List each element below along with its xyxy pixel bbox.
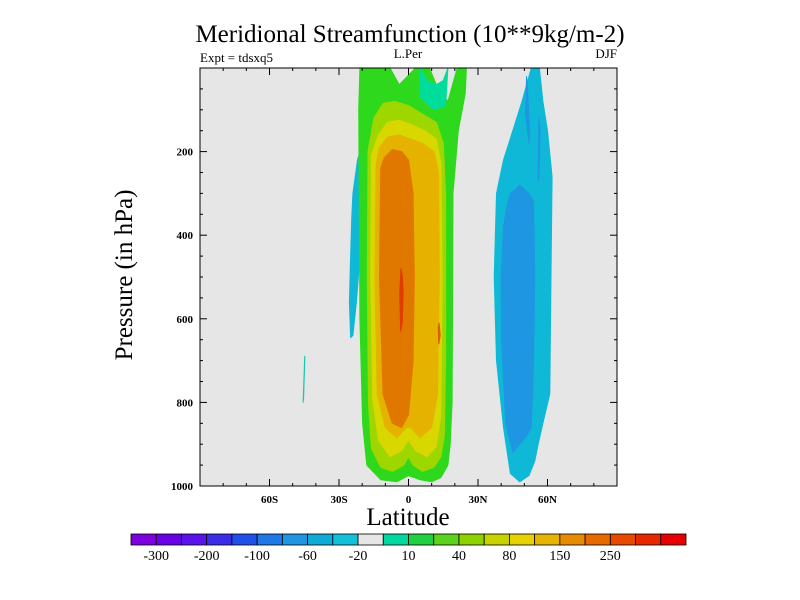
colorbar-tick-label: -300 (143, 549, 169, 564)
colorbar-tick-label: 10 (402, 549, 416, 564)
colorbar-tick-label: -200 (194, 549, 220, 564)
x-tick-label: 60S (261, 494, 278, 506)
colorbar-swatch (609, 533, 636, 546)
colorbar-tick-label: 80 (502, 549, 516, 564)
x-tick-label: 30N (469, 494, 488, 506)
colorbar-swatch (357, 533, 384, 546)
colorbar-tick-label: -20 (349, 549, 368, 564)
plot-axes: 60S 30S 0 30N 60N 200 400 600 800 1000 (171, 67, 618, 506)
plot-fill-layer (200, 68, 617, 486)
y-tick-label: 600 (177, 314, 194, 326)
experiment-label: Expt = tdsxq5 (200, 50, 273, 65)
colorbar-swatch (382, 533, 409, 546)
contour-red-core (399, 268, 404, 332)
colorbar-swatch (332, 533, 359, 546)
contour-blue-nh-inner (500, 184, 536, 454)
colorbar-swatch (584, 533, 611, 546)
colorbar-tick-label: 150 (549, 549, 570, 564)
x-tick-label: 30S (330, 494, 347, 506)
colorbar-swatch (509, 533, 536, 546)
colorbar-swatch (660, 533, 687, 546)
colorbar-swatch (534, 533, 561, 546)
contour-orange (379, 149, 415, 428)
colorbar-tick-label: -100 (244, 549, 270, 564)
colorbar-swatch (256, 533, 283, 546)
season-label: DJF (595, 46, 617, 61)
y-tick-label: 200 (177, 147, 194, 159)
colorbar-swatch (181, 533, 208, 546)
colorbar-swatch (433, 533, 460, 546)
x-tick-label: 60N (538, 494, 557, 506)
colorbar: -300 -200 -100 -60 -20 10 40 80 150 250 (130, 533, 687, 564)
y-tick-label: 800 (177, 397, 194, 409)
colorbar-swatch (130, 533, 157, 546)
colorbar-swatch (559, 533, 586, 546)
colorbar-swatch (483, 533, 510, 546)
y-tick-label: 400 (177, 230, 194, 242)
colorbar-swatch (635, 533, 662, 546)
y-tick-label: 1000 (171, 481, 194, 493)
colorbar-tick-label: 40 (452, 549, 466, 564)
contour-blue-nh-streak (525, 75, 531, 144)
colorbar-swatch (231, 533, 258, 546)
x-tick-label: 0 (406, 494, 412, 506)
colorbar-swatch (307, 533, 334, 546)
y-axis-label: Pressure (in hPa) (111, 190, 138, 361)
x-axis-label: Latitude (366, 504, 449, 531)
contour-teal-top (419, 68, 449, 111)
contour-red-speck (437, 322, 441, 345)
contour-cyan-sliver (302, 355, 306, 403)
chart-title: Meridional Streamfunction (10**9kg/m-2) (195, 21, 624, 48)
colorbar-swatch (408, 533, 435, 546)
colorbar-swatch (281, 533, 308, 546)
colorbar-swatch (458, 533, 485, 546)
colorbar-swatch (206, 533, 233, 546)
period-label: L.Per (394, 46, 423, 61)
contour-blue-nh-wisp (537, 117, 541, 182)
colorbar-tick-label: -60 (298, 549, 317, 564)
colorbar-swatch (155, 533, 182, 546)
colorbar-tick-label: 250 (600, 549, 621, 564)
